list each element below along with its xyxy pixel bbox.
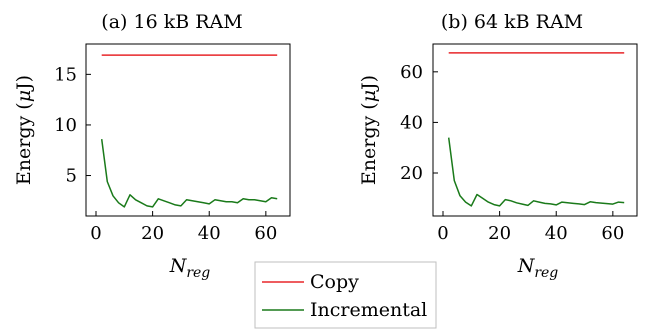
panel-b-x-tick-label-0: 0 xyxy=(437,223,448,244)
panel-a-series xyxy=(100,54,278,208)
legend-label-incremental: Incremental xyxy=(310,299,427,321)
panel-a-x-tick-label-1: 20 xyxy=(141,223,164,244)
panel-b-y-tick-label-1: 40 xyxy=(400,112,423,133)
legend-box xyxy=(254,261,437,329)
panel-a-y-axis-label: Energy (μJ) xyxy=(13,75,35,185)
panel-a-y-ticks: 5 10 15 xyxy=(54,64,91,187)
panel-b-x-axis-label: Nreg xyxy=(517,255,559,281)
panel-b-x-tick-label-3: 60 xyxy=(601,223,624,244)
panel-a-x-tick-label-3: 60 xyxy=(254,223,277,244)
legend-label-copy: Copy xyxy=(310,271,359,293)
panel-b: (b) 64 kB RAM 20 40 60 0 20 40 60 Energy (μJ)… xyxy=(358,11,638,281)
panel-b-y-ticks: 20 40 60 xyxy=(400,62,438,184)
panel-a-x-ticks: 0 20 40 60 xyxy=(90,211,277,244)
panel-b-y-axis-label: Energy (μJ) xyxy=(358,75,380,185)
panel-a-y-tick-label-2: 15 xyxy=(54,64,77,85)
panel-b-x-ticks: 0 20 40 60 xyxy=(437,211,624,244)
panel-a-series-line-incremental xyxy=(100,139,278,208)
panel-b-y-tick-label-0: 20 xyxy=(400,163,423,184)
panel-b-plot-frame xyxy=(432,43,638,217)
panel-b-title: (b) 64 kB RAM xyxy=(441,11,583,33)
panel-a-x-axis-label: Nreg xyxy=(169,255,211,281)
panel-a-y-tick-label-1: 10 xyxy=(54,115,77,136)
panel-a-title: (a) 16 kB RAM xyxy=(101,11,242,33)
panel-b-x-tick-label-1: 20 xyxy=(488,223,511,244)
panel-a-plot-frame xyxy=(85,43,291,217)
panel-b-y-tick-label-2: 60 xyxy=(400,62,423,83)
legend: Copy Incremental xyxy=(254,261,437,329)
panel-a-x-tick-label-0: 0 xyxy=(90,223,101,244)
panel-a-y-tick-label-0: 5 xyxy=(66,166,77,187)
panel-b-series xyxy=(447,52,625,207)
panel-b-series-line-incremental xyxy=(447,137,625,207)
panel-b-x-tick-label-2: 40 xyxy=(545,223,568,244)
panel-a-x-tick-label-2: 40 xyxy=(198,223,221,244)
